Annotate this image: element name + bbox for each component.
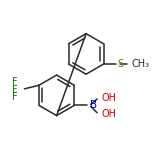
- Text: CH₃: CH₃: [131, 59, 149, 69]
- Text: S: S: [117, 59, 124, 69]
- Text: F: F: [12, 92, 18, 102]
- Text: OH: OH: [102, 109, 117, 119]
- Text: B: B: [90, 100, 97, 111]
- Text: OH: OH: [102, 93, 117, 103]
- Text: F: F: [12, 77, 18, 87]
- Text: F: F: [12, 85, 18, 95]
